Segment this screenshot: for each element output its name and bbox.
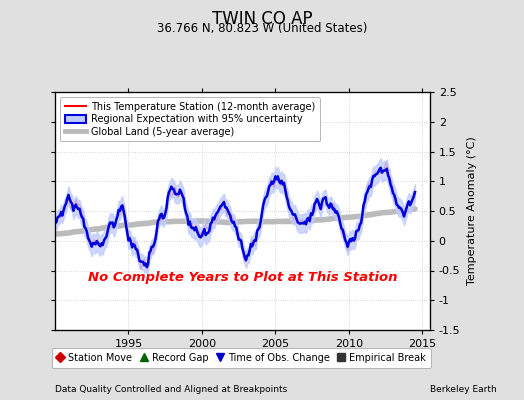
Text: 36.766 N, 80.823 W (United States): 36.766 N, 80.823 W (United States) bbox=[157, 22, 367, 35]
Text: Data Quality Controlled and Aligned at Breakpoints: Data Quality Controlled and Aligned at B… bbox=[55, 385, 287, 394]
Legend: This Temperature Station (12-month average), Regional Expectation with 95% uncer: This Temperature Station (12-month avera… bbox=[60, 97, 320, 142]
Y-axis label: Temperature Anomaly (°C): Temperature Anomaly (°C) bbox=[467, 137, 477, 285]
Text: No Complete Years to Plot at This Station: No Complete Years to Plot at This Statio… bbox=[88, 271, 397, 284]
Text: Berkeley Earth: Berkeley Earth bbox=[430, 385, 496, 394]
Legend: Station Move, Record Gap, Time of Obs. Change, Empirical Break: Station Move, Record Gap, Time of Obs. C… bbox=[51, 348, 431, 368]
Text: TWIN CO AP: TWIN CO AP bbox=[212, 10, 312, 28]
